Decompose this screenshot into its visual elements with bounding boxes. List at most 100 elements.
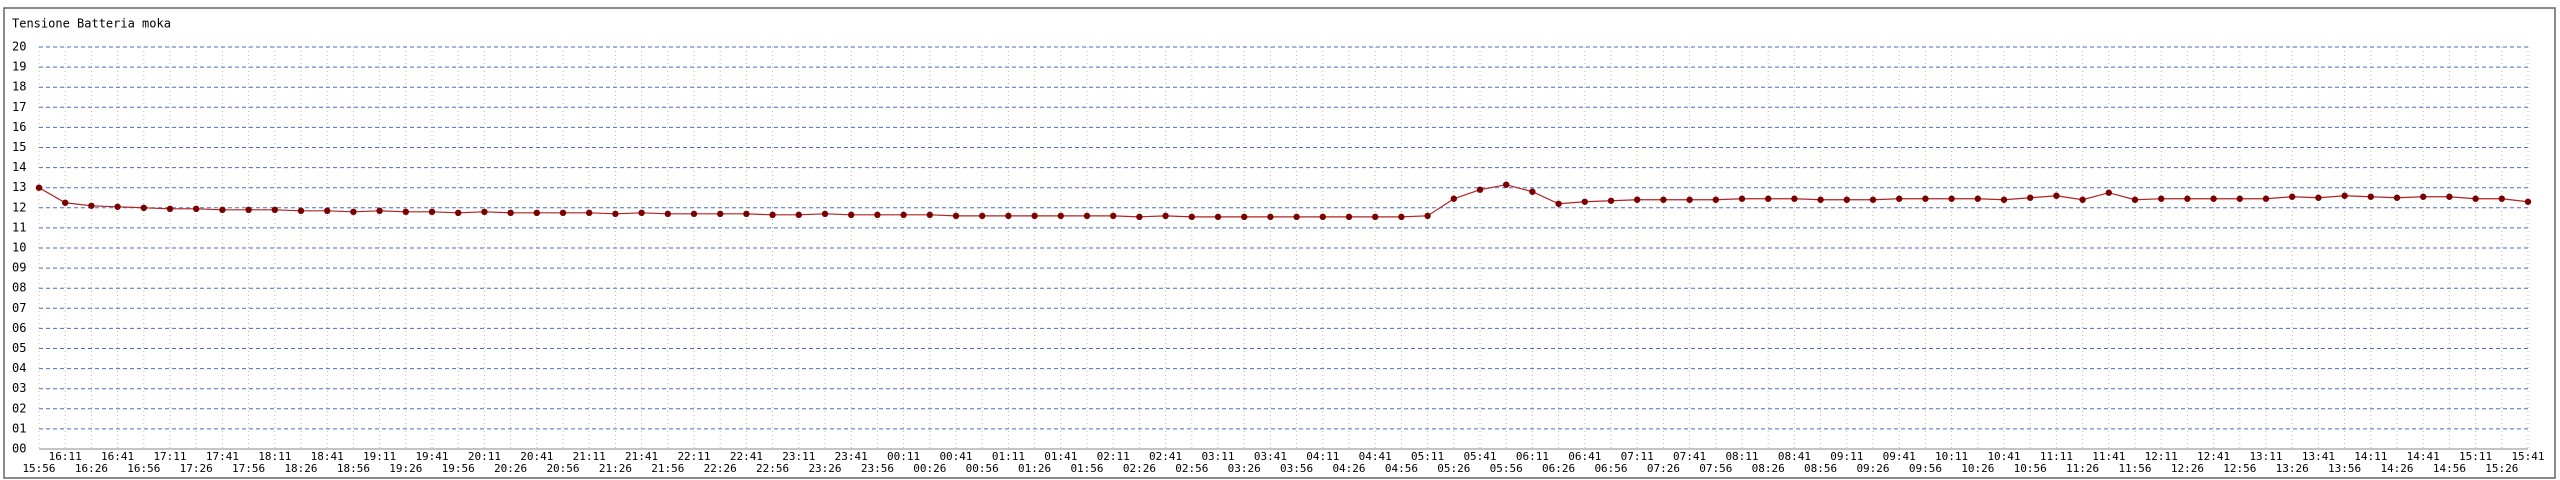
data-point [61,199,69,206]
x-tick-label: 08:56 [1804,462,1837,475]
data-point [874,211,881,219]
data-point [769,211,776,219]
x-tick-label: 22:11 [677,450,710,463]
x-tick-label: 18:26 [284,462,317,475]
x-tick-label: 08:41 [1778,450,1811,463]
x-tick-label: 16:26 [75,462,108,475]
y-tick-label: 10 [12,241,26,255]
x-tick-label: 10:41 [1987,450,2020,463]
data-point [717,210,724,218]
data-point [2236,195,2243,202]
data-point [1686,196,1693,203]
data-point [1031,212,1038,220]
x-tick-label: 14:26 [2380,462,2413,475]
x-tick-label: 07:56 [1699,462,1732,475]
data-point [690,210,698,218]
x-tick-label: 06:56 [1594,462,1627,475]
y-tick-label: 03 [12,381,26,395]
x-tick-label: 07:26 [1647,462,1680,475]
y-tick-label: 09 [12,261,26,275]
x-tick-label: 18:56 [337,462,370,475]
y-tick-label: 04 [12,361,26,375]
x-tick-label: 15:26 [2485,462,2518,475]
data-point [559,209,567,217]
data-point [1922,195,1929,202]
y-tick-label: 17 [12,100,26,114]
x-tick-label: 17:41 [206,450,239,463]
data-point [1319,213,1327,221]
data-point [743,210,750,218]
data-point [507,209,514,217]
data-point [638,209,645,217]
data-point [1503,181,1510,188]
data-point [795,211,802,219]
x-tick-label: 18:11 [258,450,291,463]
x-tick-label: 11:26 [2066,462,2099,475]
x-tick-label: 20:41 [520,450,553,463]
x-tick-label: 02:26 [1123,462,1156,475]
data-point [2027,194,2034,201]
x-tick-label: 00:41 [939,450,972,463]
data-point [1345,213,1353,221]
x-tick-label: 19:26 [389,462,422,475]
x-tick-label: 02:41 [1149,450,1182,463]
x-tick-label: 20:56 [546,462,579,475]
x-tick-label: 05:41 [1463,450,1496,463]
data-point [1214,213,1222,221]
data-point [1974,195,1982,202]
data-point [2210,195,2217,202]
x-tick-label: 03:41 [1254,450,1287,463]
y-tick-label: 16 [12,120,26,134]
y-tick-label: 20 [12,40,26,54]
data-point [979,212,986,220]
data-point [1372,213,1379,221]
data-point [428,208,436,216]
data-point [1529,188,1536,195]
data-point [1660,196,1667,203]
data-point [1896,195,1903,202]
x-tick-label: 07:11 [1621,450,1654,463]
data-point [2367,193,2374,200]
data-point [2498,195,2505,202]
data-line [38,184,2529,218]
x-tick-label: 06:41 [1568,450,1601,463]
x-tick-label: 18:41 [311,450,344,463]
x-tick-label: 16:56 [127,462,160,475]
data-point [2315,194,2322,201]
y-tick-label: 12 [12,200,26,214]
x-tick-label: 04:41 [1359,450,1392,463]
data-point [1869,196,1877,203]
x-tick-label: 10:26 [1961,462,1994,475]
data-point [2420,193,2427,200]
data-point [2446,193,2453,200]
x-tick-label: 00:11 [887,450,920,463]
data-point [821,210,829,218]
x-tick-label: 09:11 [1830,450,1863,463]
data-point [1293,213,1300,221]
x-tick-label: 23:26 [808,462,841,475]
data-point [114,203,121,210]
data-point [1110,212,1117,220]
x-tick-label: 17:56 [232,462,265,475]
x-tick-label: 21:26 [599,462,632,475]
x-tick-label: 10:56 [2014,462,2047,475]
x-tick-label: 22:56 [756,462,789,475]
x-tick-label: 20:11 [468,450,501,463]
x-tick-label: 12:56 [2223,462,2256,475]
data-point [2000,196,2008,203]
x-tick-label: 12:26 [2171,462,2204,475]
x-tick-label: 15:41 [2511,450,2544,463]
x-tick-label: 12:41 [2197,450,2230,463]
x-tick-label: 02:56 [1175,462,1208,475]
x-tick-label: 19:11 [363,450,396,463]
data-point [1817,196,1824,203]
chart-title: Tensione Batteria moka [12,17,171,31]
data-point [612,210,619,218]
data-point [1188,213,1196,221]
x-tick-label: 09:41 [1883,450,1916,463]
x-tick-label: 12:11 [2145,450,2178,463]
data-point [2524,198,2532,205]
x-tick-label: 16:11 [49,450,82,463]
y-tick-label: 15 [12,140,26,154]
